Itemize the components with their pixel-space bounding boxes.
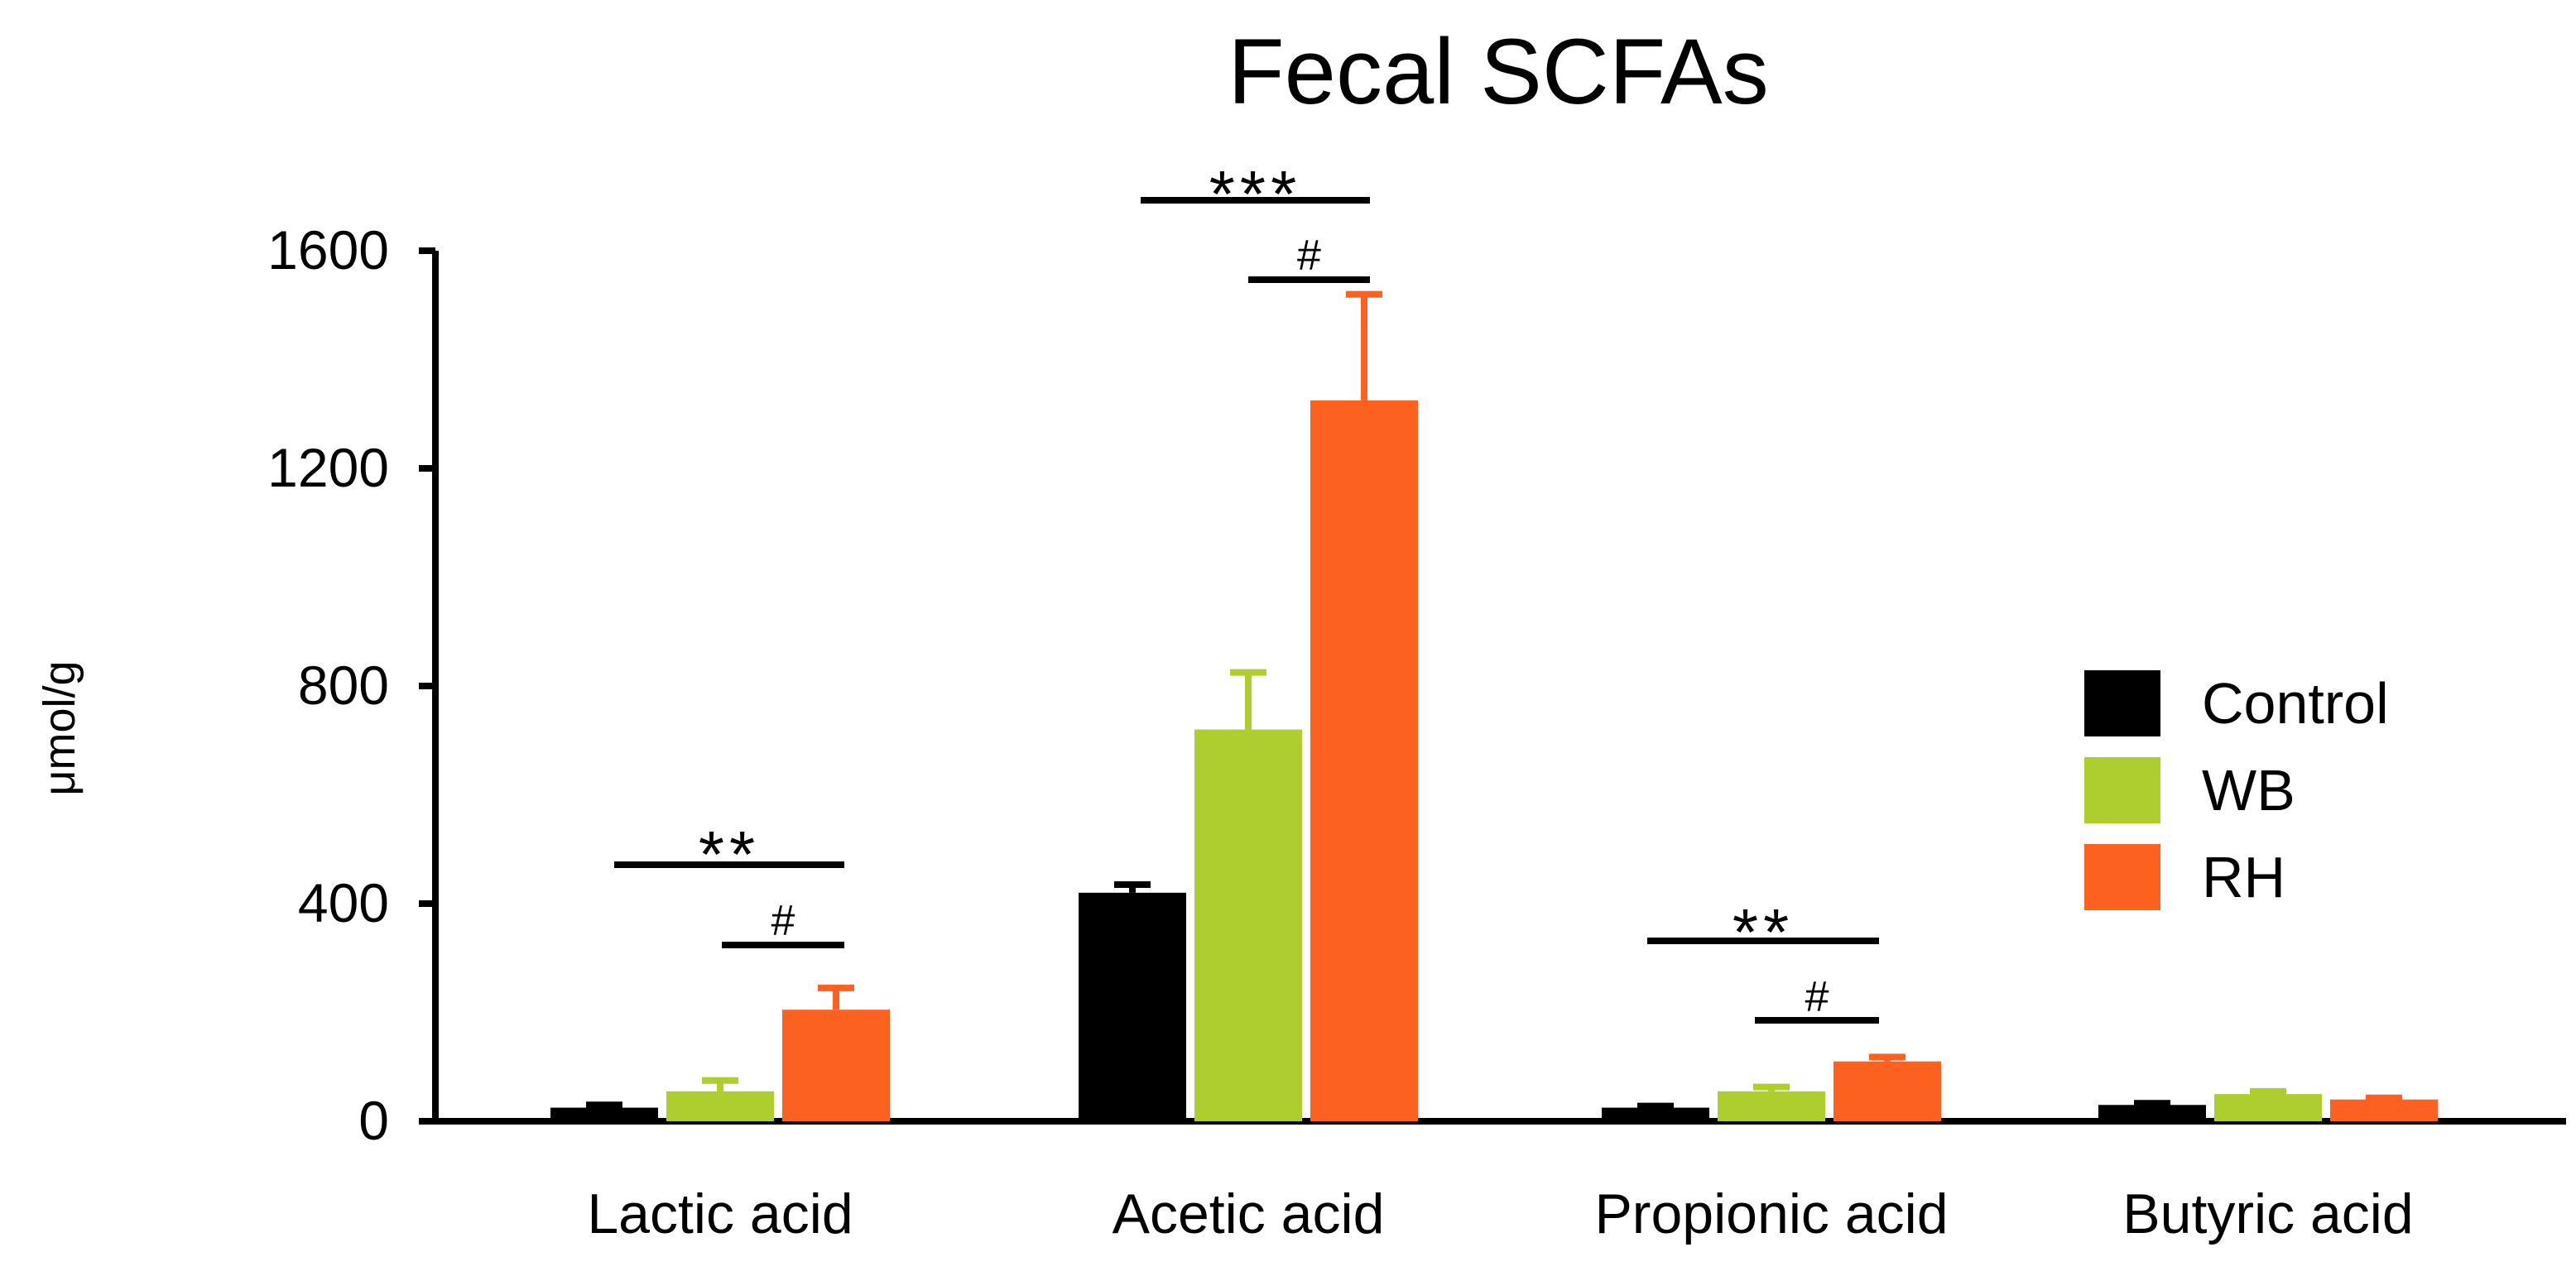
y-tick-label: 1200 <box>267 437 389 498</box>
significance-label: *** <box>1209 157 1301 231</box>
bar-rh-3 <box>2330 1099 2438 1121</box>
category-label: Butyric acid <box>2122 1182 2413 1245</box>
bar-wb-3 <box>2214 1094 2322 1121</box>
legend-swatch-wb <box>2084 757 2160 823</box>
category-labels: Lactic acid Acetic acid Propionic acid Buty… <box>587 1182 2413 1245</box>
y-tick-label: 1600 <box>267 219 389 281</box>
legend-label: RH <box>2202 845 2285 909</box>
significance-label: # <box>1805 973 1829 1021</box>
bar-rh-1 <box>1310 400 1418 1121</box>
y-tick-label: 400 <box>298 872 389 933</box>
bar-control-0 <box>550 1107 658 1121</box>
bar-control-1 <box>1079 892 1186 1121</box>
significance-label: # <box>771 897 795 945</box>
category-label: Lactic acid <box>587 1182 853 1245</box>
bar-control-2 <box>1602 1107 1709 1121</box>
legend: Control WB RH <box>2084 670 2389 910</box>
y-ticks: 0 400 800 1200 1600 <box>267 219 435 1151</box>
significance-label: # <box>1297 232 1321 280</box>
significance-label: ** <box>699 818 760 891</box>
y-tick-label: 800 <box>298 655 389 716</box>
legend-label: WB <box>2202 758 2295 823</box>
bar-wb-1 <box>1194 729 1302 1121</box>
y-axis-label: μmol/g <box>35 660 84 795</box>
significance-annotations: **#***#**# <box>614 157 1879 1024</box>
y-tick-label: 0 <box>358 1090 389 1151</box>
bars <box>550 400 2438 1121</box>
legend-swatch-control <box>2084 670 2160 736</box>
bar-rh-0 <box>782 1010 890 1121</box>
bar-wb-2 <box>1718 1091 1825 1121</box>
category-label: Propionic acid <box>1594 1182 1948 1245</box>
bar-control-3 <box>2098 1105 2206 1121</box>
bar-rh-2 <box>1833 1061 1941 1121</box>
chart-title: Fecal SCFAs <box>1228 20 1769 123</box>
error-bars <box>586 290 2402 1110</box>
legend-label: Control <box>2202 671 2389 736</box>
bar-wb-0 <box>666 1091 774 1121</box>
significance-label: ** <box>1733 895 1794 969</box>
category-label: Acetic acid <box>1113 1182 1385 1245</box>
legend-swatch-rh <box>2084 844 2160 910</box>
